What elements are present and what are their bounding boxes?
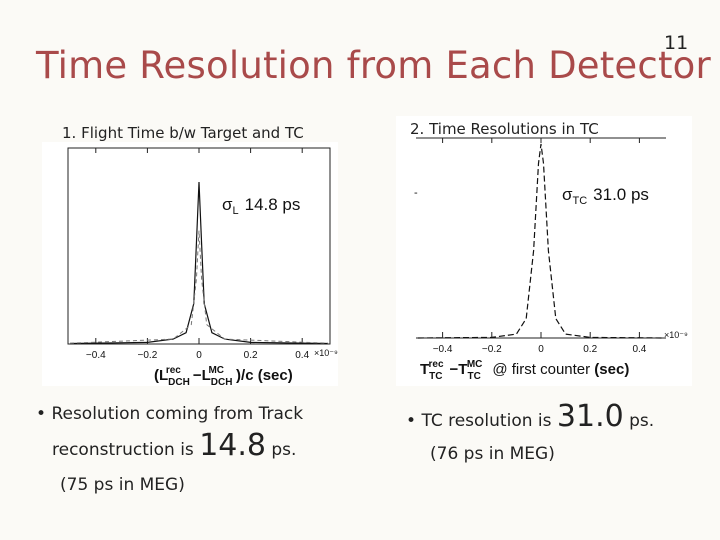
right-plot-caption: 2. Time Resolutions in TC xyxy=(410,120,599,138)
right-sigma-annotation: σTC 31.0 ps xyxy=(562,185,649,207)
right-plot-svg: −0.4 −0.2 0 0.2 0.4 - σTC 31.0 ps ×10⁻⁹ TTCre… xyxy=(414,137,688,382)
left-plot-x-tick-label: 0.2 xyxy=(244,350,258,361)
right-bullet-unit: ps. xyxy=(629,411,655,431)
right-dash-mark: - xyxy=(414,187,418,199)
right-bullet-prefix: TC resolution is xyxy=(421,411,552,431)
right-x-exponent: ×10⁻⁹ xyxy=(664,330,688,340)
right-plot-x-tick-label: 0.4 xyxy=(632,344,646,355)
left-bullet-unit: ps. xyxy=(271,440,297,461)
left-plot-x-tick-label: 0 xyxy=(196,350,202,361)
left-x-axis-label: (LDCHrec −LDCHMC)/c (sec) xyxy=(154,365,293,386)
right-bullet: • TC resolution is 31.0 ps. (76 ps in ME… xyxy=(406,398,654,465)
left-plot: −0.4 −0.2 0 0.2 0.4 σL 14.8 ps ×10⁻⁹ (LDCHrec… xyxy=(42,142,338,388)
left-plot-x-tick-label: −0.2 xyxy=(138,350,158,361)
page-number: 11 xyxy=(664,32,689,54)
right-plot-series-line xyxy=(417,143,665,339)
right-plot-x-tick-label: 0.2 xyxy=(583,344,597,355)
left-sigma-annotation: σL 14.8 ps xyxy=(222,195,300,217)
left-plot-x-tick-label: 0.4 xyxy=(295,350,309,361)
right-bullet-meg: (76 ps in MEG) xyxy=(430,443,555,464)
left-bullet-line1: Resolution coming from Track xyxy=(51,404,304,424)
left-bullet-line2-prefix: reconstruction is xyxy=(52,440,194,461)
right-bullet-value: 31.0 xyxy=(556,399,624,434)
left-plot-series-line-2 xyxy=(69,230,329,344)
right-plot: −0.4 −0.2 0 0.2 0.4 - σTC 31.0 ps ×10⁻⁹ TTCre… xyxy=(396,116,692,386)
right-plot-x-tick-label: 0 xyxy=(538,344,544,355)
left-bullet-meg: (75 ps in MEG) xyxy=(60,474,185,495)
left-bullet-value: 14.8 xyxy=(199,428,266,464)
right-x-axis-label: TTCrec −TTCMC @ first counter (sec) xyxy=(420,359,629,382)
right-plot-x-tick-label: −0.2 xyxy=(482,344,502,355)
bullet-dot: • xyxy=(406,411,422,431)
bullet-dot: • xyxy=(36,404,52,424)
left-plot-frame xyxy=(67,147,331,345)
left-x-exponent: ×10⁻⁹ xyxy=(314,348,338,358)
left-bullet: • Resolution coming from Track reconstru… xyxy=(36,404,303,496)
left-plot-x-tick-label: −0.4 xyxy=(86,350,106,361)
left-plot-caption: 1. Flight Time b/w Target and TC xyxy=(62,124,304,142)
slide-title: Time Resolution from Each Detector xyxy=(36,44,711,87)
right-plot-x-tick-label: −0.4 xyxy=(433,344,453,355)
left-plot-svg: −0.4 −0.2 0 0.2 0.4 σL 14.8 ps ×10⁻⁹ (LDCHrec… xyxy=(67,147,338,388)
